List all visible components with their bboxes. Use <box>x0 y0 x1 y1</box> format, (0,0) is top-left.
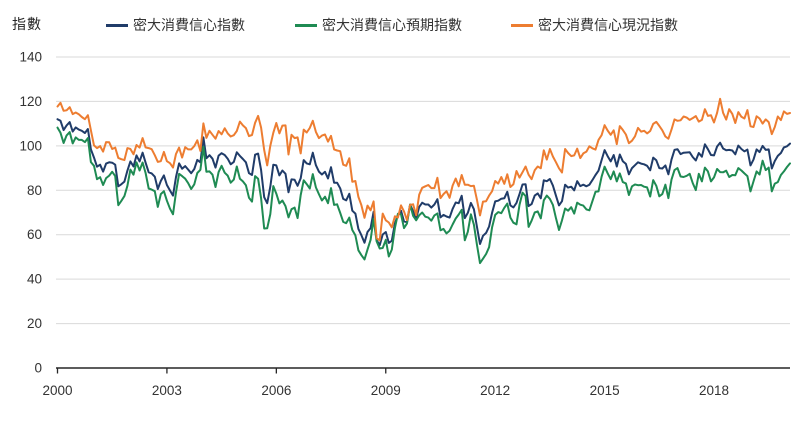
y-axis-label: 60 <box>27 227 42 242</box>
y-axis-label: 0 <box>34 361 42 376</box>
series-line-sentiment <box>56 118 791 247</box>
legend-label: 密大消費信心預期指數 <box>322 17 462 33</box>
legend-label: 密大消費信心現況指數 <box>538 17 678 33</box>
x-axis-label: 2012 <box>480 383 510 398</box>
y-axis-label: 140 <box>19 50 42 65</box>
y-axis-label: 80 <box>27 183 42 198</box>
x-axis-label: 2015 <box>590 383 620 398</box>
legend-item-1: 密大消費信心指數 <box>106 15 245 35</box>
x-axis-label: 2006 <box>261 383 291 398</box>
legend-item-2: 密大消費信心預期指數 <box>295 15 462 35</box>
legend-item-3: 密大消費信心現況指數 <box>511 15 678 35</box>
series-line-current <box>56 97 791 242</box>
x-axis-ticks <box>56 368 387 374</box>
legend-label: 密大消費信心指數 <box>133 17 245 33</box>
y-axis-label: 40 <box>27 272 42 287</box>
y-axis-label: 120 <box>19 94 42 109</box>
legend-swatch-icon <box>511 23 533 27</box>
y-axis-unit-label: 指數 <box>12 16 42 32</box>
y-axis-label: 20 <box>27 316 42 331</box>
series-line-expectations <box>56 126 791 265</box>
x-axis-label: 2000 <box>42 383 72 398</box>
x-axis-label: 2018 <box>699 383 729 398</box>
legend-swatch-icon <box>295 23 317 27</box>
series-lines <box>56 97 791 265</box>
y-axis-labels: 0 20 40 60 80 100 120 140 <box>19 50 42 376</box>
legend-swatch-icon <box>106 23 128 27</box>
gridlines <box>56 56 790 325</box>
x-axis-label: 2009 <box>371 383 401 398</box>
x-axis-labels: 2000 2003 2006 2009 2012 2015 2018 <box>42 383 729 398</box>
x-axis-label: 2003 <box>152 383 182 398</box>
y-axis-label: 100 <box>19 138 42 153</box>
